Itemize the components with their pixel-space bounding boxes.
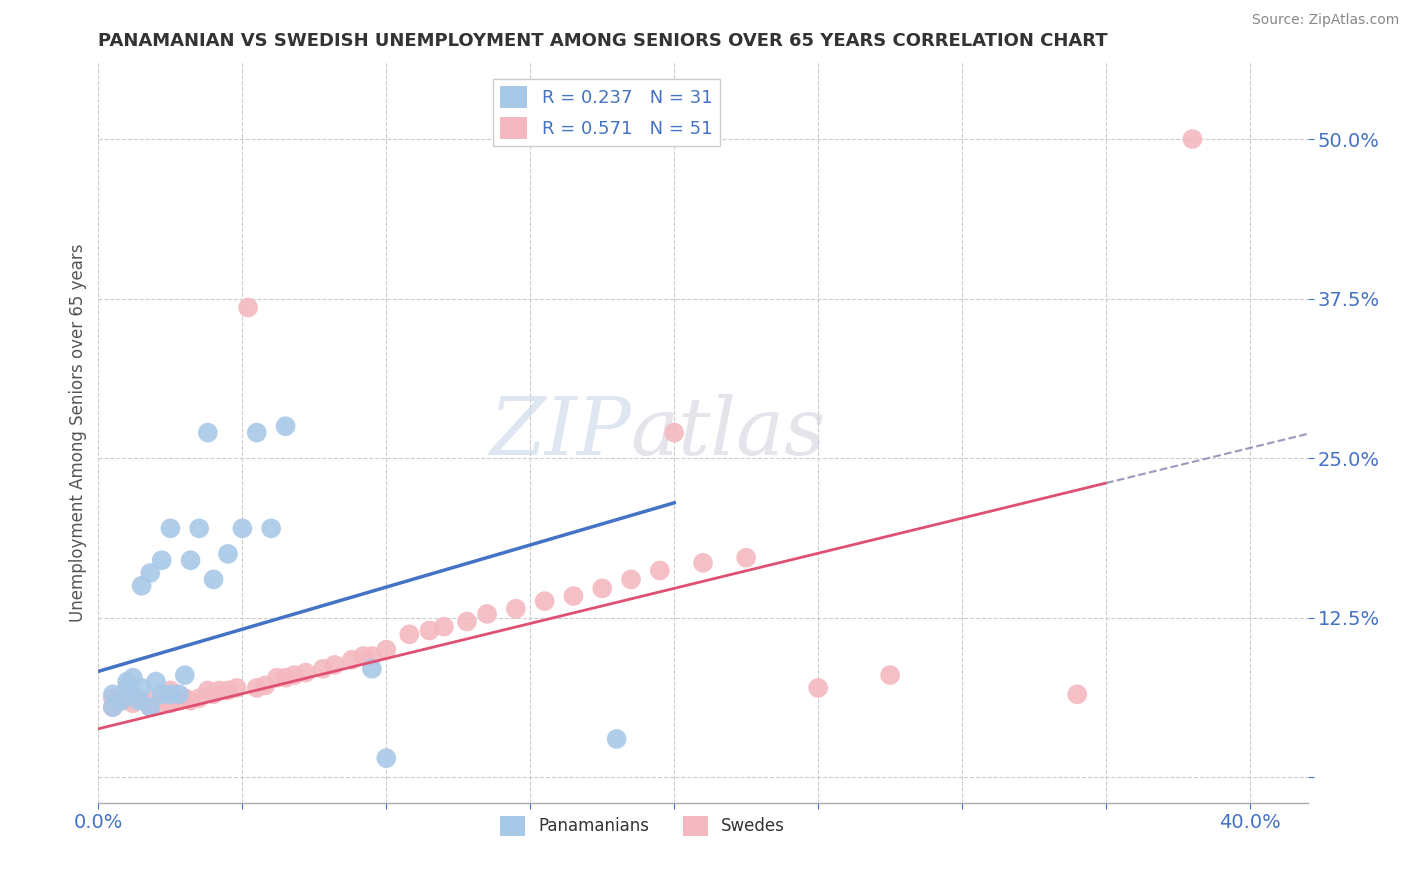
Point	[180, 694, 202, 708]
Point	[294, 665, 316, 680]
Point	[246, 425, 269, 440]
Point	[246, 681, 269, 695]
Point	[692, 556, 714, 570]
Point	[418, 624, 440, 638]
Point	[375, 642, 398, 657]
Point	[110, 694, 132, 708]
Point	[274, 419, 297, 434]
Point	[236, 301, 259, 315]
Point	[131, 694, 153, 708]
Point	[361, 662, 384, 676]
Text: Source: ZipAtlas.com: Source: ZipAtlas.com	[1251, 13, 1399, 28]
Point	[122, 696, 145, 710]
Point	[352, 648, 374, 663]
Point	[115, 674, 138, 689]
Text: atlas: atlas	[630, 394, 825, 471]
Point	[231, 521, 253, 535]
Point	[533, 594, 555, 608]
Text: PANAMANIAN VS SWEDISH UNEMPLOYMENT AMONG SENIORS OVER 65 YEARS CORRELATION CHART: PANAMANIAN VS SWEDISH UNEMPLOYMENT AMONG…	[98, 32, 1108, 50]
Point	[620, 573, 643, 587]
Point	[145, 674, 167, 689]
Point	[475, 607, 498, 621]
Point	[173, 668, 195, 682]
Point	[150, 553, 173, 567]
Point	[312, 662, 335, 676]
Point	[375, 751, 398, 765]
Point	[254, 678, 277, 692]
Point	[208, 683, 231, 698]
Point	[562, 589, 585, 603]
Point	[1181, 132, 1204, 146]
Point	[131, 579, 153, 593]
Point	[167, 694, 190, 708]
Point	[323, 657, 346, 672]
Point	[101, 687, 124, 701]
Point	[128, 694, 150, 708]
Point	[648, 564, 671, 578]
Point	[131, 681, 153, 695]
Point	[260, 521, 283, 535]
Point	[115, 681, 138, 695]
Point	[283, 668, 305, 682]
Point	[591, 582, 613, 596]
Point	[167, 687, 190, 701]
Text: ZIP: ZIP	[489, 394, 630, 471]
Point	[361, 648, 384, 663]
Point	[202, 687, 225, 701]
Point	[180, 553, 202, 567]
Point	[122, 671, 145, 685]
Point	[433, 620, 456, 634]
Point	[217, 683, 239, 698]
Point	[266, 671, 288, 685]
Y-axis label: Unemployment Among Seniors over 65 years: Unemployment Among Seniors over 65 years	[69, 244, 87, 622]
Point	[505, 601, 527, 615]
Point	[188, 691, 211, 706]
Point	[197, 683, 219, 698]
Point	[101, 691, 124, 706]
Point	[159, 687, 181, 701]
Point	[150, 687, 173, 701]
Point	[159, 521, 181, 535]
Point	[110, 694, 132, 708]
Point	[456, 615, 478, 629]
Point	[159, 683, 181, 698]
Point	[807, 681, 830, 695]
Point	[145, 691, 167, 706]
Legend: Panamanians, Swedes: Panamanians, Swedes	[494, 809, 792, 843]
Point	[188, 521, 211, 535]
Point	[197, 425, 219, 440]
Point	[101, 700, 124, 714]
Point	[274, 671, 297, 685]
Point	[398, 627, 420, 641]
Point	[606, 731, 628, 746]
Point	[139, 700, 162, 714]
Point	[879, 668, 901, 682]
Point	[202, 573, 225, 587]
Point	[115, 691, 138, 706]
Point	[122, 687, 145, 701]
Point	[664, 425, 686, 440]
Point	[139, 700, 162, 714]
Point	[139, 566, 162, 580]
Point	[735, 550, 758, 565]
Point	[150, 696, 173, 710]
Point	[159, 696, 181, 710]
Point	[225, 681, 247, 695]
Point	[340, 653, 363, 667]
Point	[1066, 687, 1088, 701]
Point	[217, 547, 239, 561]
Point	[101, 700, 124, 714]
Point	[173, 691, 195, 706]
